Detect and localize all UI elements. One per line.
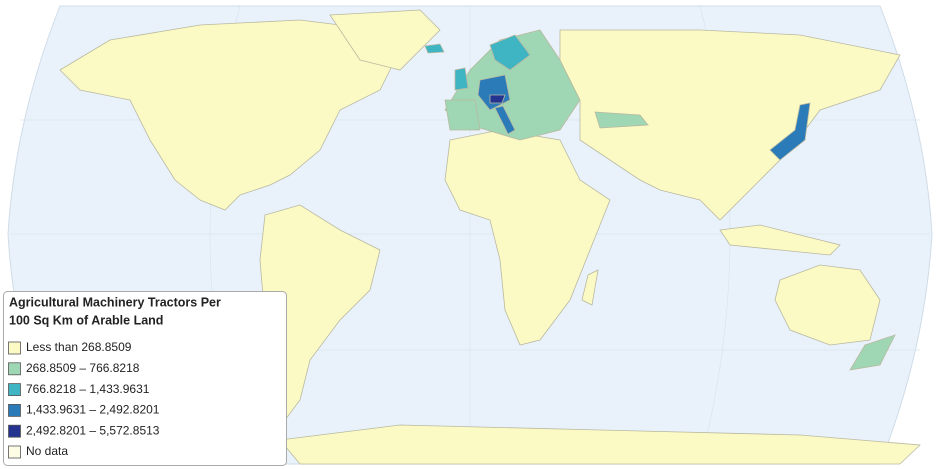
legend-swatch	[8, 362, 21, 376]
australia	[774, 264, 881, 346]
legend-items: Less than 268.8509 268.8509 – 766.8218 766…	[8, 340, 160, 459]
indonesia	[719, 224, 841, 256]
legend-label: 2,492.8201 – 5,572.8513	[26, 423, 160, 437]
countries	[59, 9, 921, 465]
legend-label: 766.8218 – 1,433.9631	[26, 382, 150, 396]
legend-swatch	[8, 424, 21, 438]
legend-swatch	[8, 383, 21, 397]
japan	[769, 102, 811, 161]
legend-swatch	[8, 403, 21, 417]
antarctica	[279, 424, 921, 465]
iberia-france	[444, 99, 481, 131]
scandinavia	[489, 34, 531, 71]
iceland	[424, 43, 445, 54]
austria	[489, 94, 506, 104]
legend-label: No data	[26, 444, 68, 458]
legend-swatch	[8, 445, 21, 459]
legend-title: Agricultural Machinery Tractors Per	[9, 295, 221, 309]
asia	[559, 29, 901, 221]
legend-box	[3, 291, 287, 466]
legend-swatch	[8, 341, 21, 355]
new-zealand	[849, 334, 896, 371]
legend-label: Less than 268.8509	[26, 340, 132, 354]
legend: Agricultural Machinery Tractors Per 100 …	[3, 291, 287, 466]
legend-label: 268.8509 – 766.8218	[26, 361, 140, 375]
italy	[494, 105, 516, 135]
madagascar	[581, 269, 599, 306]
greenland	[329, 9, 441, 71]
africa	[444, 129, 611, 346]
legend-label: 1,433.9631 – 2,492.8201	[26, 403, 160, 417]
legend-title: 100 Sq Km of Arable Land	[9, 313, 163, 327]
central-asia	[594, 111, 649, 129]
uk	[454, 67, 469, 91]
